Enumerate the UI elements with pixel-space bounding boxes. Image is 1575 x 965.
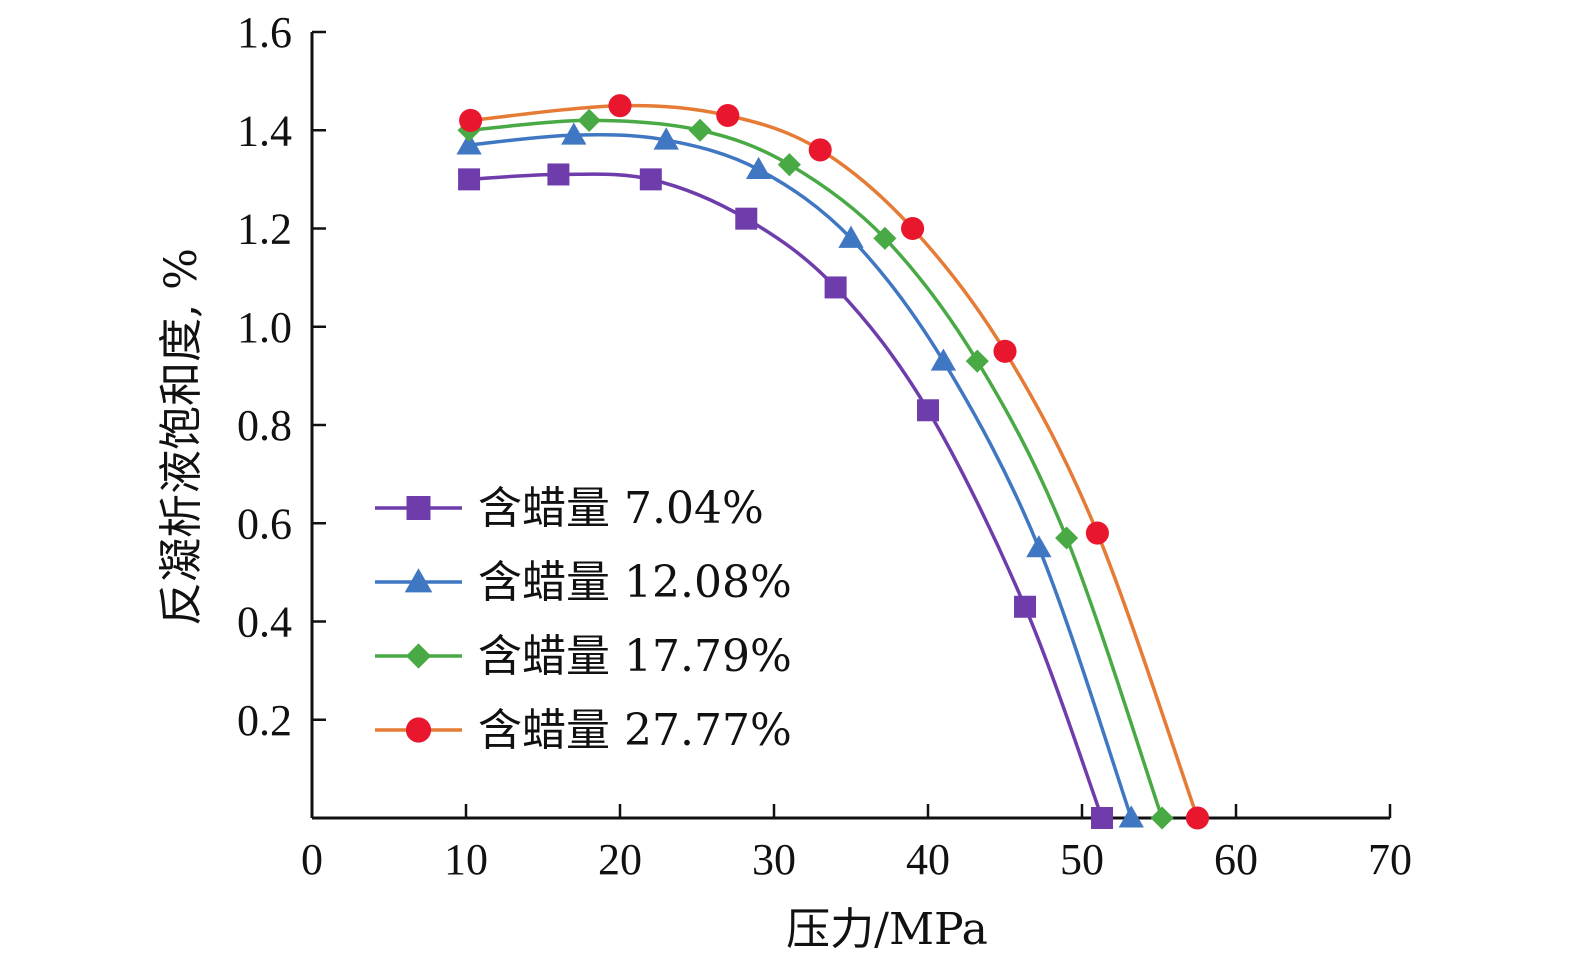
data-point [1118,805,1144,828]
series-2 [456,122,1144,828]
legend-label: 含蜡量 12.08% [478,557,792,608]
data-point [930,348,957,371]
data-point [1055,526,1079,550]
legend-entry: 含蜡量 27.77% [375,705,792,756]
data-point [838,225,864,248]
data-point [777,153,801,177]
series-4 [459,94,1210,830]
data-point [1091,807,1114,829]
x-tick-label: 70 [1368,835,1412,884]
y-tick-label: 0.6 [237,499,292,548]
data-point [735,207,758,230]
legend-entry: 含蜡量 17.79% [375,631,792,682]
data-point [965,349,989,373]
series-layer [456,94,1210,830]
data-point [547,163,570,186]
data-point [459,108,483,132]
data-point [873,226,897,250]
data-point [653,127,679,150]
data-point [577,108,601,132]
legend-marker [405,643,432,669]
data-point [993,339,1017,363]
x-axis-title: 压力/MPa [786,904,988,955]
y-tick-label: 0.2 [237,696,292,745]
data-point [688,118,712,142]
legend-marker [405,717,432,743]
legend-entry: 含蜡量 7.04% [375,483,764,534]
data-point [824,276,847,299]
legend-label: 含蜡量 17.79% [478,631,792,682]
legend: 含蜡量 7.04% 含蜡量 12.08% 含蜡量 17.79% 含蜡量 27.77% [375,483,792,756]
x-tick-label: 20 [598,835,642,884]
data-point [1026,535,1052,558]
axes: 0 10 20 30 40 50 60 70 0.2 0.4 0.6 0.8 1.0 1.2 1.4 1.6 [237,8,1412,884]
y-tick-label: 0.4 [237,598,292,647]
y-tick-label: 1.0 [237,303,292,352]
legend-entry: 含蜡量 12.08% [375,557,792,608]
data-point [456,132,482,155]
data-point [917,399,939,422]
x-tick-label: 0 [301,835,323,884]
legend-marker [404,568,433,593]
data-point [639,168,662,191]
legend-label: 含蜡量 7.04% [478,483,764,534]
data-point [458,168,481,191]
series-1 [458,163,1114,829]
x-tick-label: 60 [1214,835,1258,884]
data-point [1150,806,1174,830]
legend-label: 含蜡量 27.77% [478,705,792,756]
y-axis-title: 反凝析液饱和度, % [156,248,207,626]
x-tick-label: 40 [906,835,950,884]
data-point [1014,595,1037,618]
legend-marker [406,496,431,520]
y-tick-label: 1.4 [237,106,292,155]
series-3 [457,108,1174,830]
y-tick-label: 1.2 [237,205,292,254]
data-point [901,216,925,241]
data-point [1085,521,1109,545]
data-point [561,122,587,145]
x-tick-label: 10 [444,835,488,884]
y-tick-label: 1.6 [237,8,292,57]
x-tick-label: 30 [752,835,796,884]
data-point [716,103,740,128]
data-point [608,94,632,118]
y-tick-label: 0.8 [237,401,292,450]
data-point [1185,806,1210,830]
data-point [808,138,832,162]
data-point [745,156,772,180]
x-tick-label: 50 [1060,835,1104,884]
